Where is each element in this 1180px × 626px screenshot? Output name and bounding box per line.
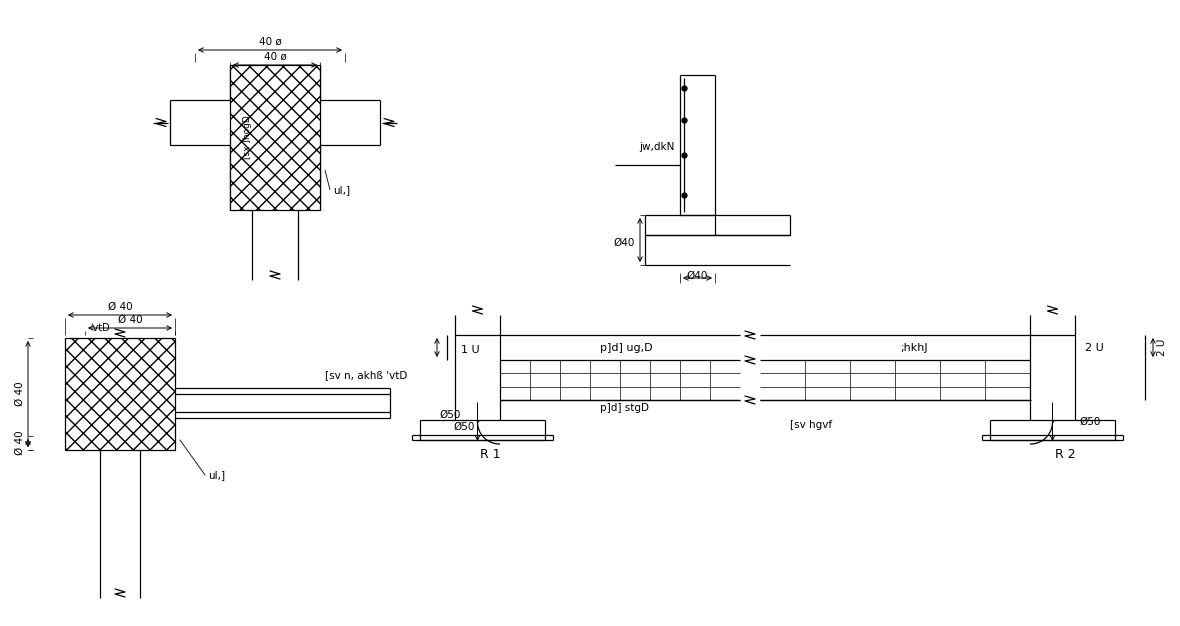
- Text: R 2: R 2: [1055, 448, 1075, 461]
- Text: Ø 40: Ø 40: [107, 302, 132, 312]
- Bar: [230, 65, 320, 210]
- Text: 'vtD: 'vtD: [90, 323, 110, 333]
- Text: 2 U: 2 U: [1084, 343, 1103, 353]
- Text: 40 ø: 40 ø: [263, 52, 287, 62]
- Text: Ø50: Ø50: [1080, 417, 1101, 427]
- Text: 2 U: 2 U: [1158, 339, 1167, 356]
- Text: ul,]: ul,]: [208, 470, 225, 480]
- Text: Ø 40: Ø 40: [15, 382, 25, 406]
- Text: jw,dkN: jw,dkN: [640, 142, 675, 152]
- Text: [sv hgvf: [sv hgvf: [789, 420, 832, 430]
- Text: 1 U: 1 U: [460, 345, 479, 355]
- Text: ;hkhJ: ;hkhJ: [900, 343, 927, 353]
- Text: [sv n, akhß 'vtD: [sv n, akhß 'vtD: [324, 370, 407, 380]
- Text: p]d] ug,D: p]d] ug,D: [599, 343, 653, 353]
- Text: Ø40: Ø40: [687, 271, 708, 281]
- Text: Ø50: Ø50: [439, 410, 460, 420]
- Text: Ø50: Ø50: [453, 421, 474, 431]
- Bar: [65, 338, 175, 450]
- Text: Ø 40: Ø 40: [118, 315, 143, 325]
- Text: [sx ]hogD: [sx ]hogD: [243, 116, 253, 160]
- Text: Ø40: Ø40: [614, 238, 635, 248]
- Text: Ø 40: Ø 40: [15, 431, 25, 455]
- Text: R 1: R 1: [480, 448, 500, 461]
- Text: ul,]: ul,]: [333, 185, 350, 195]
- Text: p]d] stgD: p]d] stgD: [599, 403, 649, 413]
- Text: 40 ø: 40 ø: [258, 37, 281, 47]
